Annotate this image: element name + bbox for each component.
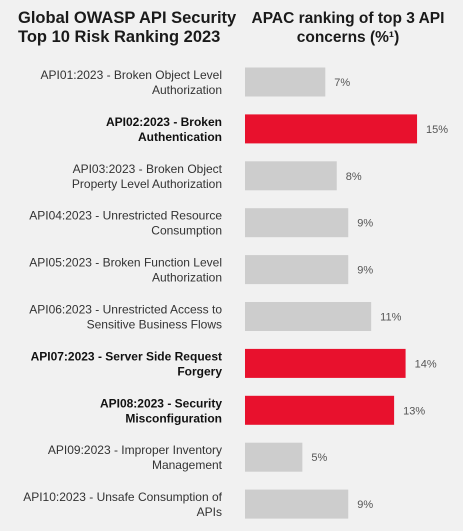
category-label-line: Misconfiguration bbox=[125, 411, 222, 425]
bar-value-label: 8% bbox=[346, 171, 362, 183]
category-label-line: Consumption bbox=[151, 224, 222, 238]
bar bbox=[245, 395, 395, 425]
bar-value-label: 13% bbox=[403, 405, 425, 417]
category-label: API02:2023 - Broken Authentication bbox=[106, 115, 222, 144]
bar-value-label: 5% bbox=[311, 452, 327, 464]
category-label: API07:2023 - Server Side Request Forgery bbox=[31, 349, 223, 378]
category-label: API04:2023 - Unrestricted Resource Consum… bbox=[29, 209, 222, 238]
chart-title-right: APAC ranking of top 3 API concerns (%¹) bbox=[251, 10, 445, 46]
category-label-line: API10:2023 - Unsafe Consumption of bbox=[23, 490, 222, 504]
bar-value-label: 9% bbox=[357, 218, 373, 230]
category-label: API03:2023 - Broken Object Property Level… bbox=[72, 162, 223, 191]
bar-value-label: 7% bbox=[334, 77, 350, 89]
bar bbox=[245, 442, 303, 472]
bar-value-label: 15% bbox=[426, 124, 448, 136]
bar-value-label: 9% bbox=[357, 265, 373, 277]
chart-title-left: Global OWASP API Security Top 10 Risk Ra… bbox=[18, 9, 237, 46]
category-label-line: APIs bbox=[197, 505, 222, 519]
category-label: API05:2023 - Broken Function Level Author… bbox=[29, 256, 222, 285]
category-label-line: Authorization bbox=[152, 271, 222, 285]
bar bbox=[245, 302, 372, 331]
bar bbox=[245, 348, 406, 378]
category-label-line: API05:2023 - Broken Function Level bbox=[29, 256, 222, 270]
bar bbox=[245, 114, 418, 144]
bar-value-label: 14% bbox=[415, 358, 437, 370]
bar bbox=[245, 255, 349, 285]
category-label-line: Authentication bbox=[138, 130, 222, 144]
category-label: API06:2023 - Unrestricted Access to Sensi… bbox=[29, 303, 222, 332]
bar bbox=[245, 161, 337, 191]
category-label: API08:2023 - Security Misconfiguration bbox=[100, 396, 222, 425]
bar bbox=[245, 208, 349, 238]
category-label-line: API01:2023 - Broken Object Level bbox=[41, 68, 222, 82]
category-label-line: API08:2023 - Security bbox=[100, 396, 222, 410]
category-label-line: API03:2023 - Broken Object bbox=[73, 162, 223, 176]
category-label-line: Forgery bbox=[177, 364, 222, 378]
category-label-line: API04:2023 - Unrestricted Resource bbox=[29, 209, 222, 223]
bar-value-label: 9% bbox=[357, 499, 373, 511]
bar bbox=[245, 489, 349, 519]
bar bbox=[245, 67, 326, 97]
category-label-line: Authorization bbox=[152, 83, 222, 97]
category-label-line: API09:2023 - Improper Inventory bbox=[48, 443, 222, 457]
bar-value-label: 11% bbox=[380, 312, 401, 324]
category-label-line: Sensitive Business Flows bbox=[87, 318, 222, 332]
category-label-line: Property Level Authorization bbox=[72, 177, 222, 191]
category-label-line: Management bbox=[152, 458, 223, 472]
category-label-line: API07:2023 - Server Side Request bbox=[31, 349, 222, 363]
category-label: API10:2023 - Unsafe Consumption of APIs bbox=[23, 490, 222, 519]
category-label-line: API06:2023 - Unrestricted Access to bbox=[29, 303, 222, 317]
category-label-line: API02:2023 - Broken bbox=[106, 115, 222, 129]
category-label: API01:2023 - Broken Object Level Authoriz… bbox=[41, 68, 222, 97]
category-label: API09:2023 - Improper Inventory Managemen… bbox=[48, 443, 223, 472]
